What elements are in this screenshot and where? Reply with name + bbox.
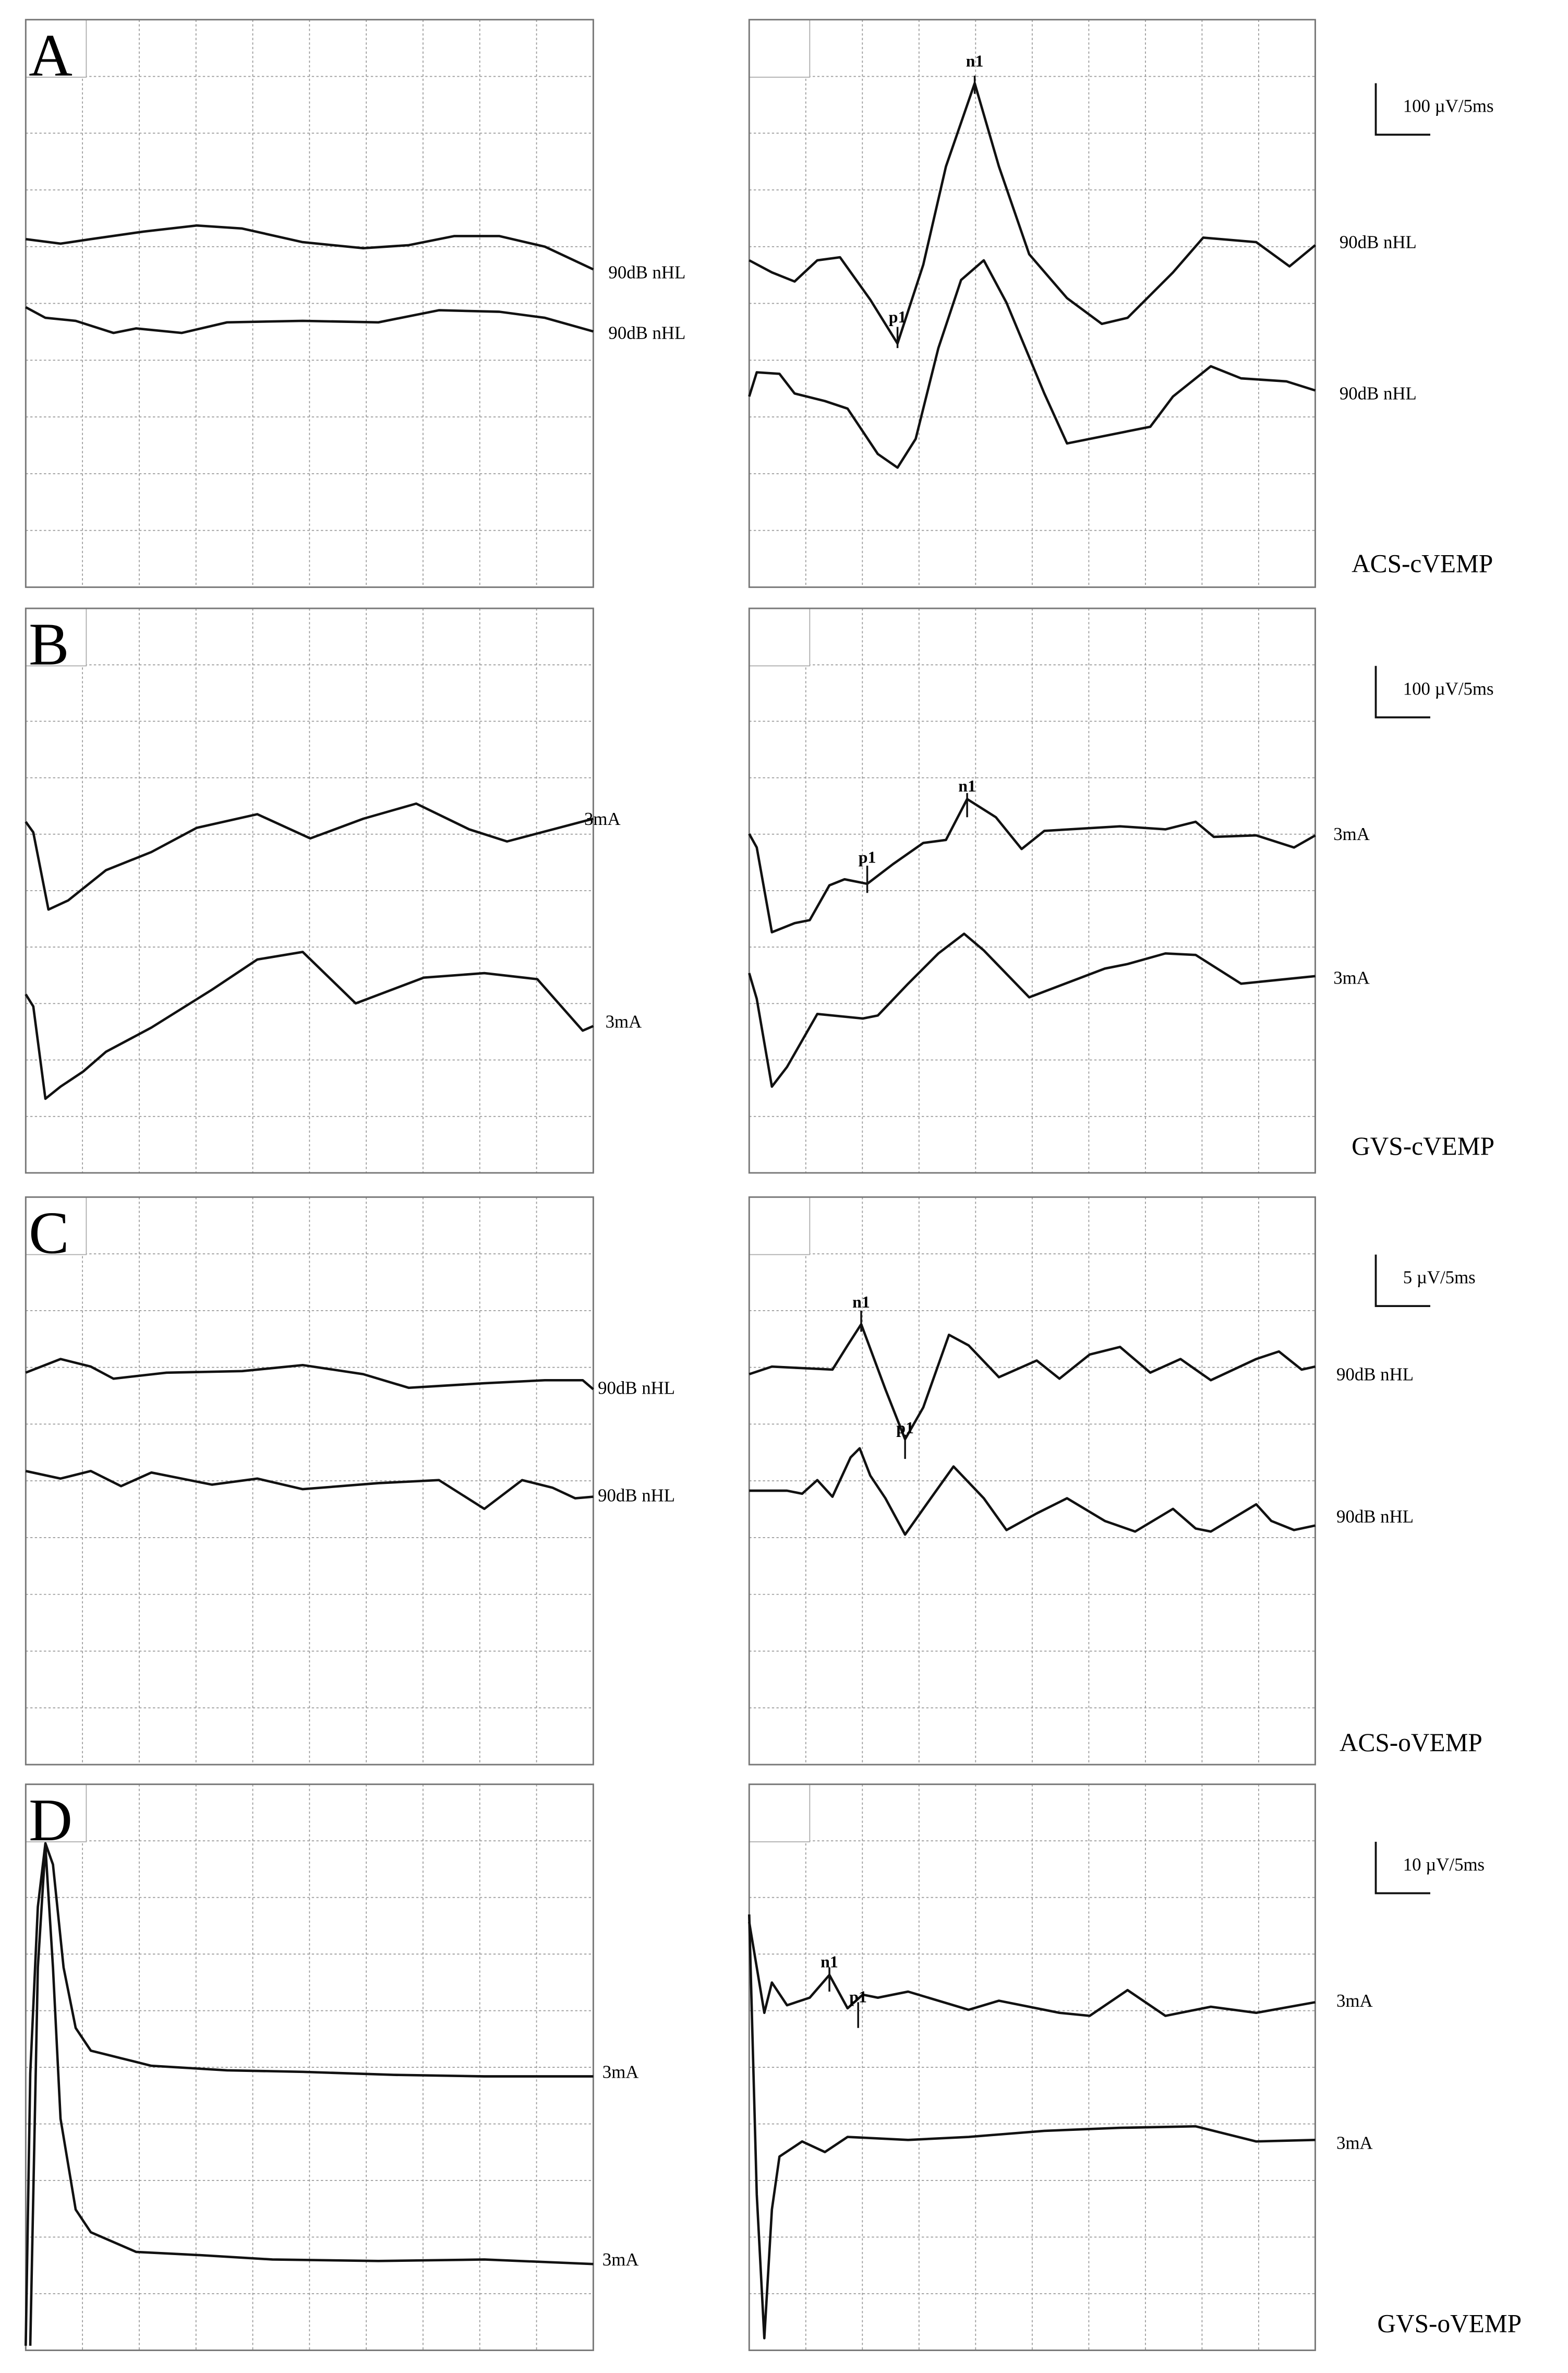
panel-box (748, 19, 1316, 588)
peak-label: n1 (852, 1293, 870, 1311)
corner-box (749, 1196, 811, 1255)
scale-label: 100 µV/5ms (1403, 96, 1494, 116)
peak-label: p1 (859, 848, 876, 866)
trace (749, 82, 1316, 345)
condition-title: GVS-cVEMP (1352, 1132, 1494, 1160)
condition-title: ACS-cVEMP (1352, 549, 1493, 578)
trace-label: 3mA (602, 2249, 639, 2270)
trace-label: 90dB nHL (608, 262, 685, 283)
trace-label: 90dB nHL (1336, 1506, 1414, 1527)
trace (25, 1358, 594, 1391)
scale-bar (1374, 83, 1430, 136)
trace (25, 951, 594, 1100)
peak-label: n1 (958, 777, 976, 795)
scale-label: 100 µV/5ms (1403, 678, 1494, 699)
panel-box (748, 1783, 1316, 2351)
corner-box (25, 1196, 87, 1255)
condition-title: ACS-oVEMP (1340, 1728, 1482, 1757)
trace-label: 90dB nHL (1340, 232, 1417, 253)
corner-box (749, 608, 811, 667)
trace-label: 90dB nHL (598, 1377, 675, 1398)
trace-label: 90dB nHL (1340, 383, 1417, 404)
scale-label: 5 µV/5ms (1403, 1267, 1476, 1288)
panel-box (25, 607, 594, 1174)
corner-box (25, 1783, 87, 1842)
scale-bar (1374, 1254, 1430, 1308)
trace (747, 1922, 1316, 2017)
peak-label: p1 (896, 1419, 914, 1437)
trace-label: 3mA (1336, 2133, 1373, 2153)
trace (29, 1845, 594, 2346)
panel-letter: C (29, 1200, 69, 1267)
trace (25, 802, 594, 911)
trace-label: 3mA (584, 809, 621, 829)
corner-box (25, 19, 87, 78)
peak-label: p1 (889, 308, 907, 326)
labels: A 90dB nHL 90dB nHL 90dB nHL 90dB nHL ACS-cVE… (29, 22, 1522, 2338)
grids (25, 19, 1316, 2351)
trace-label: 90dB nHL (1336, 1364, 1414, 1384)
panel-box (748, 607, 1316, 1174)
panel-box (748, 1196, 1316, 1766)
trace (25, 306, 594, 334)
panel-box (25, 1196, 594, 1766)
panel-letter: A (29, 22, 73, 89)
trace (747, 1914, 1316, 2340)
trace (748, 798, 1316, 934)
trace-label: 90dB nHL (598, 1485, 675, 1505)
trace-label: 3mA (606, 1011, 642, 1032)
traces (25, 82, 1316, 2346)
scale-label: 10 µV/5ms (1403, 1854, 1485, 1875)
panel-box (25, 19, 594, 588)
corner-box (749, 1783, 811, 1842)
scale-bar (1374, 1841, 1430, 1895)
corner-box (749, 19, 811, 78)
panel-box (25, 1783, 594, 2351)
trace (748, 932, 1316, 1088)
trace (749, 1323, 1316, 1441)
trace-label: 3mA (1333, 967, 1370, 988)
trace-label: 3mA (602, 2062, 639, 2082)
trace-label: 3mA (1333, 824, 1370, 844)
panel-letter: B (29, 611, 69, 678)
trace (25, 1842, 594, 2346)
trace (25, 1469, 594, 1511)
trace-label: 90dB nHL (608, 323, 685, 343)
trace (749, 1447, 1316, 1536)
panel-letter: D (29, 1787, 73, 1854)
trace (748, 259, 1316, 469)
trace (26, 224, 594, 271)
trace-label: 3mA (1336, 1991, 1373, 2011)
scale-bar (1374, 666, 1430, 718)
peak-label: n1 (966, 52, 984, 70)
condition-title: GVS-oVEMP (1377, 2309, 1522, 2338)
